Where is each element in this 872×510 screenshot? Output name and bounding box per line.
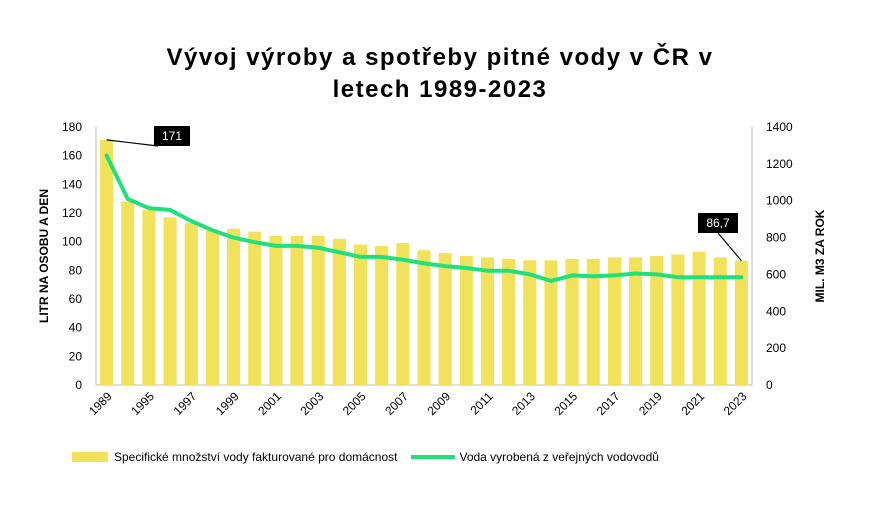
bar bbox=[290, 235, 304, 385]
bar bbox=[459, 256, 473, 385]
x-tick-label: 2013 bbox=[509, 389, 538, 418]
bar bbox=[692, 251, 706, 385]
x-tick-label: 1997 bbox=[171, 389, 200, 418]
bar bbox=[121, 201, 135, 385]
bar bbox=[734, 260, 748, 385]
bar bbox=[607, 257, 622, 385]
callout-leader bbox=[717, 232, 742, 262]
y-left-tick-label: 100 bbox=[62, 235, 82, 249]
x-tick-label: 2005 bbox=[340, 389, 369, 418]
legend-bar-swatch bbox=[72, 452, 108, 462]
y-left-tick-label: 120 bbox=[62, 206, 82, 220]
x-tick-label: 2021 bbox=[678, 389, 707, 418]
y-left-tick-label: 140 bbox=[62, 177, 82, 191]
x-tick-label: 2001 bbox=[255, 389, 284, 418]
bar bbox=[269, 235, 283, 385]
x-tick-label: 1995 bbox=[128, 389, 157, 418]
legend-line-swatch bbox=[411, 455, 456, 459]
bar bbox=[205, 230, 219, 385]
bar bbox=[184, 223, 198, 385]
x-tick-label: 2009 bbox=[425, 389, 454, 418]
y-right-tick-label: 400 bbox=[766, 304, 786, 318]
bar bbox=[671, 254, 685, 385]
legend-line-label: Voda vyrobená z veřejných vodovodů bbox=[459, 450, 659, 464]
bar bbox=[332, 238, 346, 385]
y-left-tick-label: 180 bbox=[62, 120, 82, 134]
x-tick-label: 2011 bbox=[467, 389, 495, 417]
y-axis-left-title: LITR NA OSOBU A DEN bbox=[37, 189, 51, 323]
y-left-tick-label: 20 bbox=[69, 349, 83, 363]
x-tick-label: 2007 bbox=[382, 389, 411, 418]
bar bbox=[480, 257, 495, 385]
bar bbox=[438, 253, 452, 385]
series-line bbox=[104, 153, 744, 283]
x-tick-label: 1989 bbox=[86, 389, 115, 418]
bar bbox=[544, 260, 558, 385]
y-right-tick-label: 1200 bbox=[766, 157, 793, 171]
bar bbox=[523, 260, 537, 385]
legend-bar-label: Specifické množství vody fakturované pro… bbox=[114, 450, 398, 464]
y-right-tick-label: 0 bbox=[766, 378, 773, 392]
bar bbox=[396, 243, 410, 385]
bar bbox=[248, 231, 262, 385]
bar bbox=[713, 257, 727, 385]
callout-label: 171 bbox=[162, 129, 182, 143]
bar bbox=[565, 258, 579, 385]
bar bbox=[353, 244, 368, 385]
callout-label: 86,7 bbox=[706, 216, 730, 230]
y-left-tick-label: 160 bbox=[62, 149, 82, 163]
x-tick-label: 2003 bbox=[298, 389, 327, 418]
y-right-tick-label: 800 bbox=[766, 231, 786, 245]
bar bbox=[163, 217, 177, 385]
chart-title-line-1: Vývoj výroby a spotřeby pitné vody v ČR … bbox=[166, 44, 714, 71]
y-right-tick-label: 1400 bbox=[766, 120, 793, 134]
callout-leader bbox=[106, 139, 159, 147]
callout-box bbox=[698, 213, 738, 233]
bar bbox=[650, 256, 664, 385]
y-left-tick-label: 60 bbox=[69, 292, 83, 306]
bar bbox=[417, 250, 431, 385]
y-left-tick-label: 80 bbox=[69, 263, 83, 277]
x-tick-label: 2023 bbox=[721, 389, 750, 418]
x-tick-label: 2017 bbox=[594, 389, 623, 418]
bar bbox=[629, 257, 643, 385]
y-left-tick-label: 0 bbox=[75, 378, 82, 392]
bar bbox=[502, 258, 516, 385]
y-right-tick-label: 1000 bbox=[766, 194, 793, 208]
y-right-tick-label: 200 bbox=[766, 341, 786, 355]
y-right-tick-label: 600 bbox=[766, 267, 786, 281]
bar bbox=[100, 139, 114, 385]
bar bbox=[311, 235, 325, 385]
legend: Specifické množství vody fakturované pro… bbox=[72, 450, 659, 464]
bar bbox=[142, 210, 156, 385]
y-left-tick-label: 40 bbox=[69, 321, 83, 335]
x-tick-label: 2015 bbox=[551, 389, 580, 418]
bar bbox=[375, 245, 389, 385]
x-tick-label: 1999 bbox=[213, 389, 242, 418]
x-tick-label: 2019 bbox=[636, 389, 665, 418]
callout-box bbox=[154, 126, 190, 146]
bar bbox=[586, 258, 600, 385]
y-axis-right-title: MIL. M3 ZA ROK bbox=[813, 209, 827, 302]
bar bbox=[226, 228, 241, 385]
chart-title-line-2: letech 1989-2023 bbox=[332, 76, 548, 103]
